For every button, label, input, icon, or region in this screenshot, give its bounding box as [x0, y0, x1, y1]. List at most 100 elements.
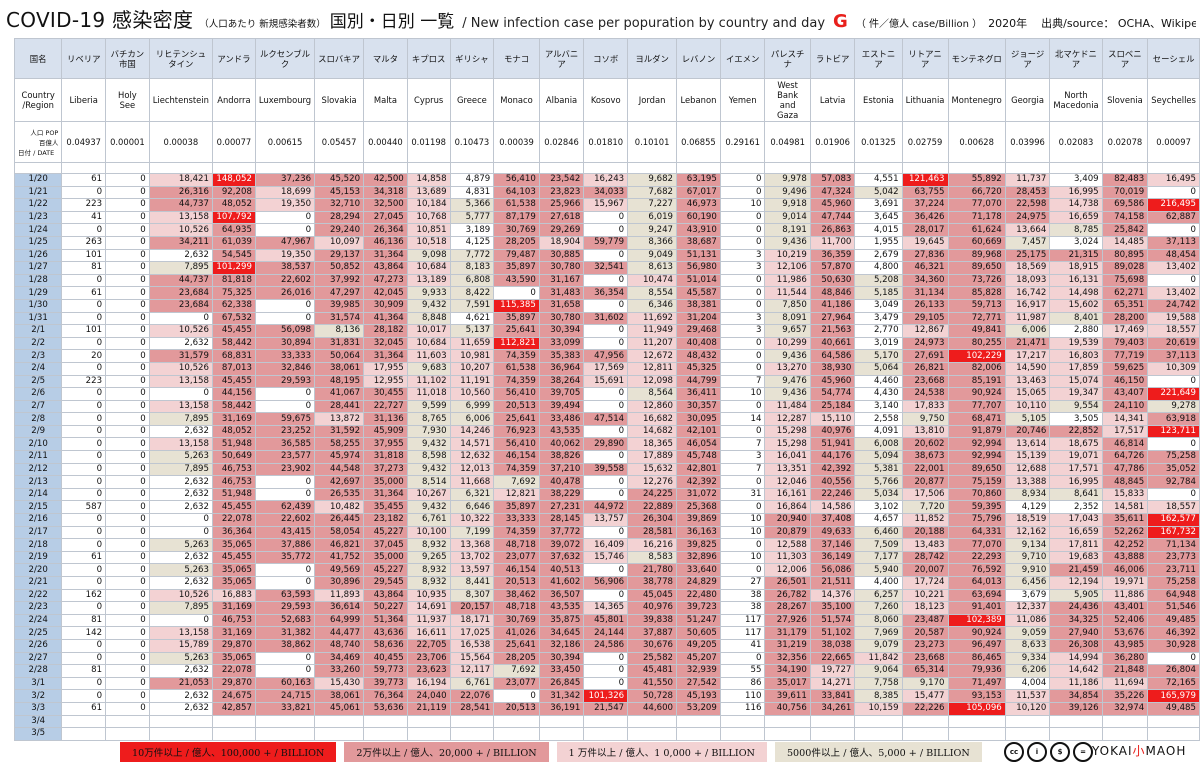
value-cell: 13,158 — [148, 437, 213, 452]
value-cell: 30,455 — [363, 387, 408, 401]
value-cell: 10,526 — [148, 588, 213, 603]
value-cell: 13,597 — [449, 563, 495, 577]
value-cell: 39,723 — [676, 601, 721, 615]
value-cell: 45,974 — [314, 450, 365, 464]
value-cell: 7,895 — [148, 462, 213, 477]
value-cell: 19,071 — [1049, 450, 1103, 464]
value-cell: 69,586 — [1101, 198, 1149, 212]
value-cell: 10,684 — [406, 336, 451, 351]
value-cell: 7,850 — [764, 298, 811, 313]
value-cell: 80,255 — [947, 336, 1006, 351]
value-cell: 18,365 — [627, 437, 678, 452]
value-cell: 43,985 — [1101, 638, 1149, 653]
value-cell — [809, 727, 856, 741]
value-cell: 43,535 — [538, 424, 585, 439]
date-cell: 1/27 — [13, 261, 63, 275]
value-cell: 8,633 — [1004, 638, 1051, 653]
value-cell: 46,006 — [1101, 563, 1149, 577]
value-cell: 0 — [719, 173, 766, 187]
nd-icon: = — [1073, 742, 1093, 762]
value-cell: 35,897 — [493, 261, 540, 275]
value-cell: 26,445 — [314, 513, 365, 527]
value-cell: 28,145 — [538, 513, 585, 527]
value-cell: 35,017 — [764, 676, 811, 691]
value-cell: 27,964 — [809, 311, 856, 326]
value-cell: 35,383 — [538, 349, 585, 363]
value-cell: 7 — [719, 437, 766, 452]
value-cell: 85,828 — [947, 286, 1006, 300]
value-cell — [363, 727, 408, 741]
value-cell: 31,574 — [314, 311, 365, 326]
value-cell: 40,408 — [676, 336, 721, 351]
population-cell: 0.10101 — [627, 121, 678, 163]
value-cell: 0 — [105, 701, 150, 716]
value-cell: 19,971 — [1101, 576, 1149, 590]
value-cell: 30,780 — [538, 311, 585, 326]
value-cell: 12,672 — [627, 349, 678, 363]
value-cell: 6,346 — [627, 298, 678, 313]
value-cell: 16,995 — [1049, 475, 1103, 489]
value-cell: 64,331 — [947, 525, 1006, 540]
date-cell: 2/27 — [13, 651, 63, 666]
value-cell: 86 — [719, 676, 766, 691]
value-cell: 102,389 — [947, 613, 1006, 628]
value-cell: 7,509 — [854, 538, 903, 552]
value-cell: 0 — [719, 210, 766, 225]
table-row: 2/16 0 0 0 22,078 22,602 26,445 23,182 6,761 10,3… — [13, 513, 1200, 527]
value-cell: 35,772 — [254, 550, 316, 565]
value-cell: 28,441 — [314, 399, 365, 414]
value-cell: 18,171 — [449, 613, 495, 628]
country-name-en: Holy See — [105, 78, 150, 122]
value-cell: 11,842 — [854, 651, 903, 666]
value-cell: 14,738 — [1049, 198, 1103, 212]
value-cell: 36,614 — [314, 601, 365, 615]
value-cell: 9,476 — [764, 374, 811, 389]
value-cell: 5,208 — [854, 273, 903, 288]
value-cell: 22,293 — [947, 550, 1006, 565]
value-cell: 19,347 — [1049, 387, 1103, 401]
value-cell: 11,893 — [314, 588, 365, 603]
value-cell: 42,101 — [676, 424, 721, 439]
value-cell: 45,153 — [314, 185, 365, 200]
value-cell: 112,821 — [493, 336, 540, 351]
value-cell — [254, 714, 316, 729]
value-cell: 34,033 — [583, 185, 629, 200]
value-cell: 9,079 — [854, 638, 903, 653]
value-cell: 12,046 — [764, 475, 811, 489]
value-cell: 18,519 — [1004, 513, 1051, 527]
value-cell: 37,992 — [314, 273, 365, 288]
value-cell: 10 — [719, 525, 766, 540]
date-cell: 1/21 — [13, 185, 63, 200]
value-cell: 29,890 — [583, 437, 629, 452]
value-cell: 0 — [61, 689, 107, 703]
value-cell: 45,061 — [314, 701, 365, 716]
table-row: 3/2 0 0 2,632 24,675 24,715 38,061 76,364 24,040… — [13, 689, 1200, 703]
value-cell: 17,955 — [363, 361, 408, 376]
table-row: 2/26 0 0 15,789 29,870 38,862 48,740 58,636 22,7… — [13, 638, 1200, 653]
value-cell: 81 — [61, 613, 107, 628]
value-cell: 11,537 — [1004, 689, 1051, 703]
value-cell: 23,668 — [901, 374, 949, 389]
value-cell: 16,161 — [764, 487, 811, 502]
value-cell: 77,707 — [947, 399, 1006, 414]
value-cell: 0 — [583, 248, 629, 263]
value-cell: 33,486 — [538, 412, 585, 426]
value-cell: 2,632 — [148, 576, 213, 590]
table-row: 2/23 0 0 7,895 31,169 29,593 36,614 50,227 14,69… — [13, 601, 1200, 615]
value-cell: 23,902 — [254, 462, 316, 477]
value-cell: 22,852 — [1049, 424, 1103, 439]
value-cell: 8,934 — [1004, 487, 1051, 502]
value-cell: 44,477 — [314, 626, 365, 640]
value-cell: 75,325 — [211, 286, 256, 300]
value-cell: 32,356 — [764, 651, 811, 666]
value-cell: 74,359 — [493, 525, 540, 540]
table-row: 1/20 61 0 18,421 148,052 37,236 45,520 42,500 14… — [13, 173, 1200, 187]
value-cell: 18,557 — [1147, 324, 1200, 338]
value-cell — [676, 727, 721, 741]
value-cell: 4,004 — [1004, 676, 1051, 691]
value-cell: 4,551 — [854, 173, 903, 187]
value-cell: 2,632 — [148, 550, 213, 565]
value-cell: 20,940 — [764, 513, 811, 527]
value-cell: 2,632 — [148, 500, 213, 515]
value-cell: 23,487 — [901, 613, 949, 628]
